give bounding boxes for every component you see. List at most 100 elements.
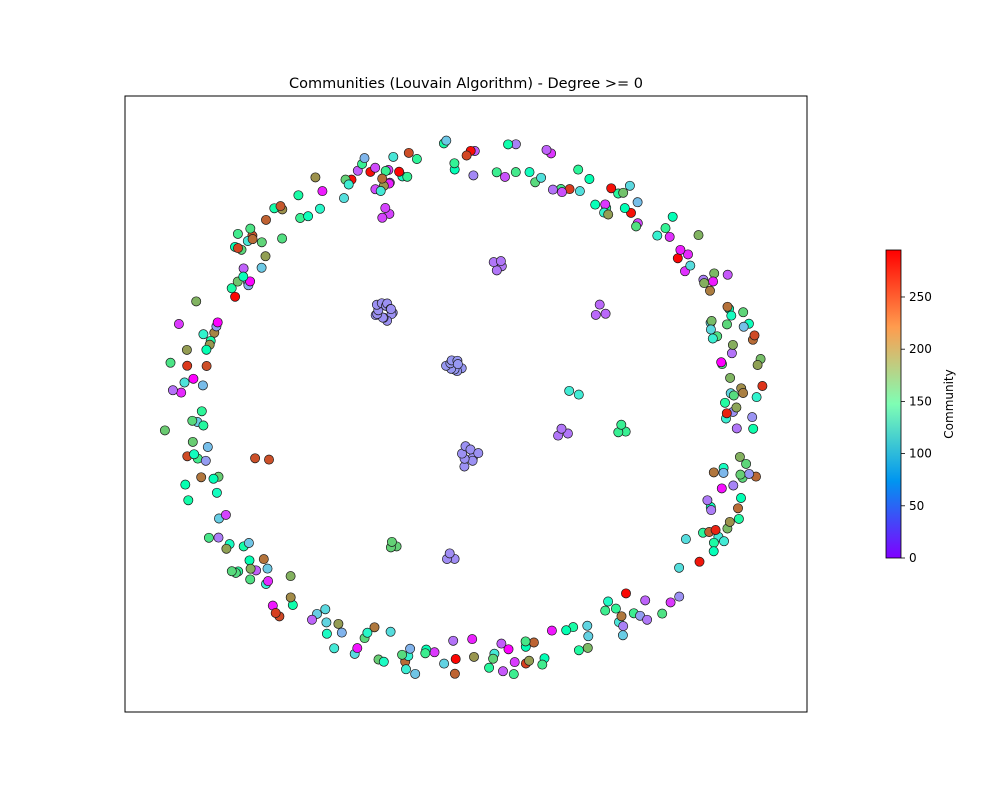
- graph-node: [197, 380, 208, 391]
- graph-node: [524, 655, 535, 666]
- graph-node: [179, 377, 190, 388]
- graph-node: [307, 614, 317, 625]
- graph-node: [401, 664, 411, 675]
- graph-node: [208, 473, 219, 484]
- graph-node: [226, 566, 237, 577]
- graph-node: [590, 199, 601, 210]
- graph-node: [744, 468, 755, 479]
- graph-node: [747, 412, 758, 423]
- graph-node: [385, 626, 396, 637]
- graph-node: [270, 608, 281, 618]
- graph-node: [243, 538, 254, 548]
- graph-node: [258, 554, 269, 565]
- graph-node: [203, 532, 214, 543]
- graph-node: [537, 659, 548, 670]
- graph-node: [726, 310, 737, 321]
- graph-node: [722, 319, 732, 330]
- graph-node: [640, 595, 651, 606]
- graph-node: [247, 234, 258, 245]
- graph-node: [167, 385, 178, 396]
- graph-node: [621, 588, 631, 599]
- graph-node: [233, 243, 243, 254]
- colorbar: 0 50 100 150 200 250 Community: [885, 249, 956, 565]
- graph-node: [198, 420, 209, 431]
- graph-node: [359, 153, 370, 164]
- graph-node: [226, 283, 237, 294]
- graph-node: [600, 308, 611, 319]
- graph-node: [709, 268, 720, 279]
- graph-node: [721, 408, 732, 419]
- graph-node: [631, 221, 642, 232]
- graph-node: [285, 592, 296, 603]
- graph-node: [262, 563, 273, 574]
- graph-node: [600, 199, 611, 210]
- graph-node: [731, 402, 742, 413]
- graph-node: [705, 285, 715, 296]
- graph-node: [320, 604, 331, 615]
- graph-node: [561, 625, 572, 636]
- graph-node: [370, 162, 381, 173]
- graph-node: [693, 230, 704, 241]
- graph-node: [159, 425, 170, 436]
- graph-node: [187, 436, 198, 447]
- graph-node: [722, 269, 733, 280]
- graph-node: [220, 509, 231, 520]
- graph-node: [500, 171, 510, 182]
- graph-node: [708, 276, 719, 287]
- graph-node: [498, 666, 508, 677]
- graph-node: [672, 253, 683, 264]
- graph-node: [708, 537, 719, 548]
- graph-node: [250, 453, 261, 464]
- chart-title: Communities (Louvain Algorithm) - Degree…: [289, 76, 643, 92]
- graph-node: [667, 211, 678, 222]
- graph-node: [394, 166, 405, 177]
- graph-node: [303, 211, 314, 222]
- graph-node: [484, 662, 495, 673]
- graph-node: [736, 493, 746, 503]
- graph-node: [420, 648, 431, 659]
- graph-node: [708, 467, 719, 478]
- graph-node: [618, 187, 629, 198]
- graph-node: [321, 628, 332, 639]
- graph-node: [564, 385, 575, 396]
- graph-node: [722, 301, 733, 312]
- graph-node: [731, 423, 742, 434]
- graph-node: [536, 172, 547, 183]
- colorbar-tick-label: 100: [909, 447, 932, 461]
- graph-node: [275, 201, 286, 212]
- graph-node: [256, 262, 267, 273]
- graph-node: [582, 620, 593, 631]
- graph-node: [261, 214, 271, 225]
- graph-node: [707, 333, 718, 344]
- graph-node: [405, 643, 416, 654]
- graph-node: [574, 186, 585, 197]
- graph-node: [603, 209, 614, 220]
- graph-node: [660, 223, 671, 234]
- graph-node: [213, 532, 224, 543]
- graph-node: [741, 458, 752, 469]
- graph-node: [221, 543, 232, 554]
- graph-node: [369, 622, 380, 633]
- graph-node: [461, 150, 472, 161]
- graph-node: [683, 249, 693, 260]
- graph-node: [541, 144, 552, 155]
- graph-node: [733, 513, 744, 524]
- graph-node: [699, 278, 710, 289]
- graph-node: [606, 183, 617, 194]
- graph-node: [285, 571, 296, 582]
- graph-node: [403, 147, 414, 158]
- graph-node: [187, 415, 198, 426]
- graph-node: [448, 635, 459, 646]
- graph-node: [503, 139, 514, 150]
- graph-node: [182, 360, 193, 371]
- graph-node: [397, 649, 408, 660]
- graph-node: [720, 397, 730, 408]
- graph-node: [757, 381, 768, 391]
- graph-node: [238, 271, 249, 282]
- graph-node: [706, 316, 717, 326]
- graph-node: [674, 562, 685, 573]
- graph-node: [196, 472, 207, 483]
- graph-node: [200, 455, 211, 466]
- graph-node: [584, 174, 595, 184]
- graph-node: [232, 228, 243, 239]
